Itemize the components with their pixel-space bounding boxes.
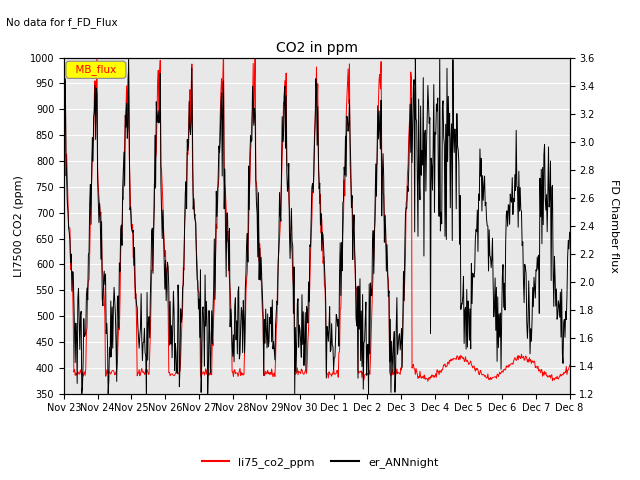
Text: MB_flux: MB_flux xyxy=(69,64,123,75)
Y-axis label: FD Chamber flux: FD Chamber flux xyxy=(609,179,619,273)
Legend: li75_co2_ppm, er_ANNnight: li75_co2_ppm, er_ANNnight xyxy=(197,452,443,472)
Text: No data for f_FD_Flux: No data for f_FD_Flux xyxy=(6,17,118,28)
Title: CO2 in ppm: CO2 in ppm xyxy=(276,41,358,55)
Y-axis label: LI7500 CO2 (ppm): LI7500 CO2 (ppm) xyxy=(14,175,24,276)
